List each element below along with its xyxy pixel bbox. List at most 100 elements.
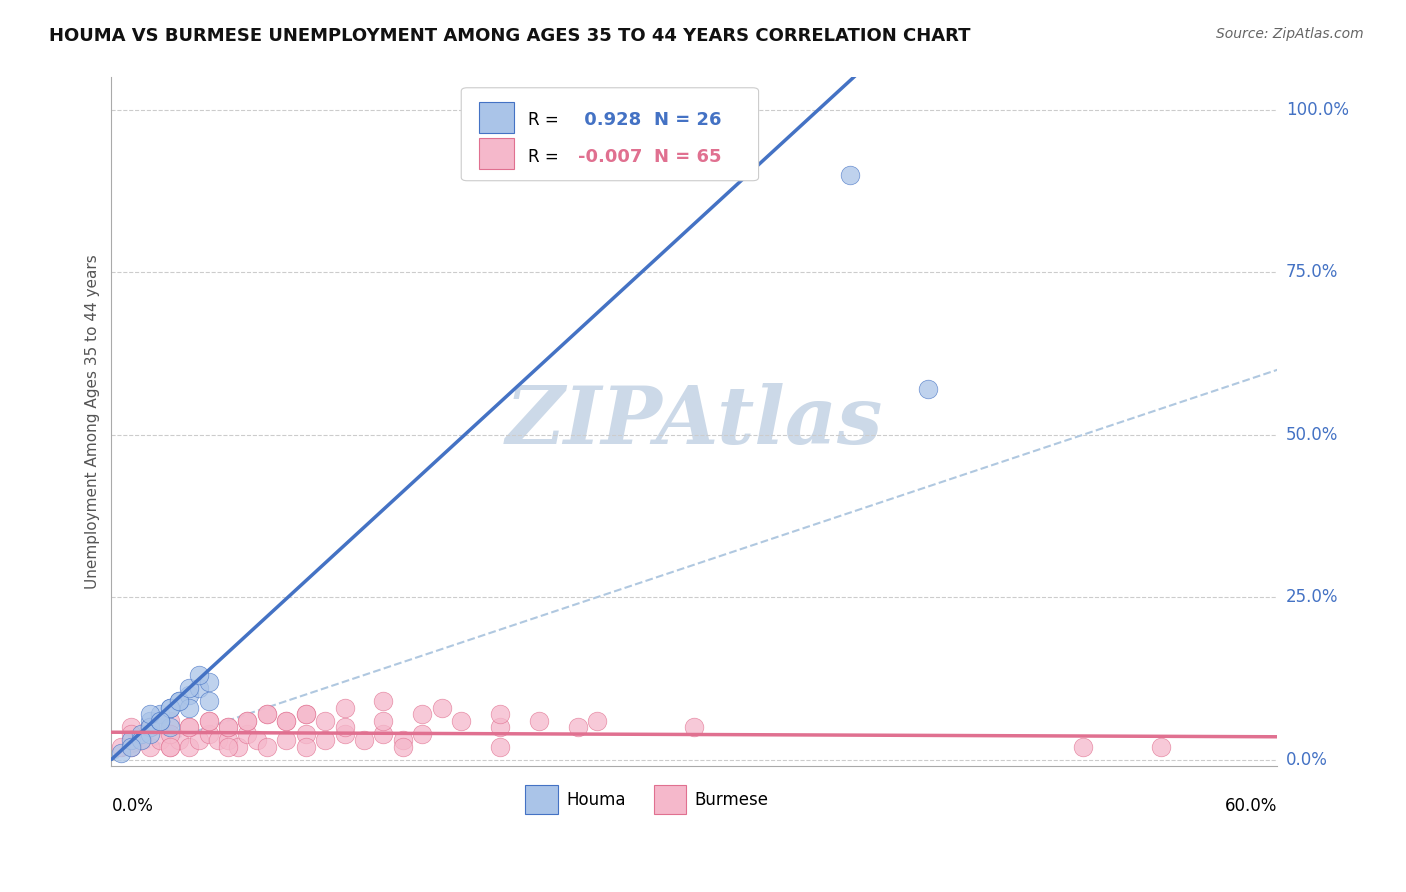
Point xyxy=(187,733,209,747)
Point xyxy=(333,720,356,734)
Point xyxy=(450,714,472,728)
Point xyxy=(179,688,201,702)
Point xyxy=(411,706,433,721)
Point xyxy=(169,733,191,747)
Point xyxy=(294,706,316,721)
Point xyxy=(217,733,239,747)
FancyBboxPatch shape xyxy=(654,785,686,814)
Point xyxy=(159,726,181,740)
Point xyxy=(169,694,191,708)
Text: 50.0%: 50.0% xyxy=(1286,425,1339,443)
Point xyxy=(179,720,201,734)
Point xyxy=(411,726,433,740)
Text: HOUMA VS BURMESE UNEMPLOYMENT AMONG AGES 35 TO 44 YEARS CORRELATION CHART: HOUMA VS BURMESE UNEMPLOYMENT AMONG AGES… xyxy=(49,27,970,45)
Point xyxy=(110,739,132,754)
Point xyxy=(139,739,162,754)
Point xyxy=(187,668,209,682)
Point xyxy=(373,714,395,728)
Point xyxy=(179,720,201,734)
Point xyxy=(294,726,316,740)
Point xyxy=(187,681,209,695)
Point xyxy=(139,714,162,728)
Point xyxy=(120,733,142,747)
Point xyxy=(129,726,152,740)
Text: Burmese: Burmese xyxy=(695,790,769,809)
Point xyxy=(149,714,172,728)
Text: Source: ZipAtlas.com: Source: ZipAtlas.com xyxy=(1216,27,1364,41)
Point xyxy=(197,726,219,740)
Point xyxy=(917,382,939,396)
Point xyxy=(179,739,201,754)
Point xyxy=(110,746,132,760)
Point xyxy=(294,739,316,754)
FancyBboxPatch shape xyxy=(478,138,513,169)
Point xyxy=(333,700,356,714)
Point xyxy=(169,694,191,708)
Point xyxy=(139,706,162,721)
Point xyxy=(139,720,162,734)
Point xyxy=(120,726,142,740)
Text: R =: R = xyxy=(527,112,558,129)
Point xyxy=(256,706,278,721)
Point xyxy=(159,700,181,714)
Point xyxy=(373,726,395,740)
Point xyxy=(392,733,415,747)
Point xyxy=(567,720,589,734)
Point xyxy=(430,700,453,714)
Point xyxy=(217,720,239,734)
FancyBboxPatch shape xyxy=(478,102,513,133)
Point xyxy=(129,733,152,747)
Point xyxy=(149,706,172,721)
Point xyxy=(1071,739,1094,754)
Point xyxy=(586,714,609,728)
Point xyxy=(139,726,162,740)
Point xyxy=(226,739,249,754)
Point xyxy=(314,714,336,728)
Text: 100.0%: 100.0% xyxy=(1286,101,1348,119)
Text: 60.0%: 60.0% xyxy=(1225,797,1278,814)
Text: Houma: Houma xyxy=(567,790,626,809)
Point xyxy=(217,739,239,754)
Point xyxy=(838,168,860,182)
Text: N = 65: N = 65 xyxy=(654,147,721,166)
Point xyxy=(159,700,181,714)
Text: R =: R = xyxy=(527,147,558,166)
Point xyxy=(179,700,201,714)
Point xyxy=(276,714,298,728)
Point xyxy=(197,714,219,728)
Point xyxy=(256,706,278,721)
Text: 75.0%: 75.0% xyxy=(1286,263,1339,281)
Y-axis label: Unemployment Among Ages 35 to 44 years: Unemployment Among Ages 35 to 44 years xyxy=(86,254,100,589)
Point xyxy=(373,694,395,708)
Point xyxy=(159,720,181,734)
Text: 0.0%: 0.0% xyxy=(1286,750,1327,769)
FancyBboxPatch shape xyxy=(461,87,759,181)
Point xyxy=(353,733,375,747)
Point xyxy=(149,733,172,747)
Text: N = 26: N = 26 xyxy=(654,112,721,129)
Point xyxy=(314,733,336,747)
Point xyxy=(120,739,142,754)
Point xyxy=(129,733,152,747)
Point xyxy=(197,694,219,708)
Point xyxy=(207,733,229,747)
Point xyxy=(159,739,181,754)
Point xyxy=(159,739,181,754)
Point xyxy=(489,739,512,754)
Point xyxy=(236,726,259,740)
Point xyxy=(197,674,219,689)
Point xyxy=(159,714,181,728)
Point xyxy=(236,714,259,728)
Point xyxy=(276,714,298,728)
Point xyxy=(256,739,278,754)
Point xyxy=(120,720,142,734)
Point xyxy=(246,733,269,747)
Point xyxy=(392,739,415,754)
Point xyxy=(527,714,550,728)
Text: ZIPAtlas: ZIPAtlas xyxy=(506,383,883,460)
Point xyxy=(683,720,706,734)
Text: 25.0%: 25.0% xyxy=(1286,588,1339,606)
Point xyxy=(236,714,259,728)
Point xyxy=(489,720,512,734)
Point xyxy=(489,706,512,721)
